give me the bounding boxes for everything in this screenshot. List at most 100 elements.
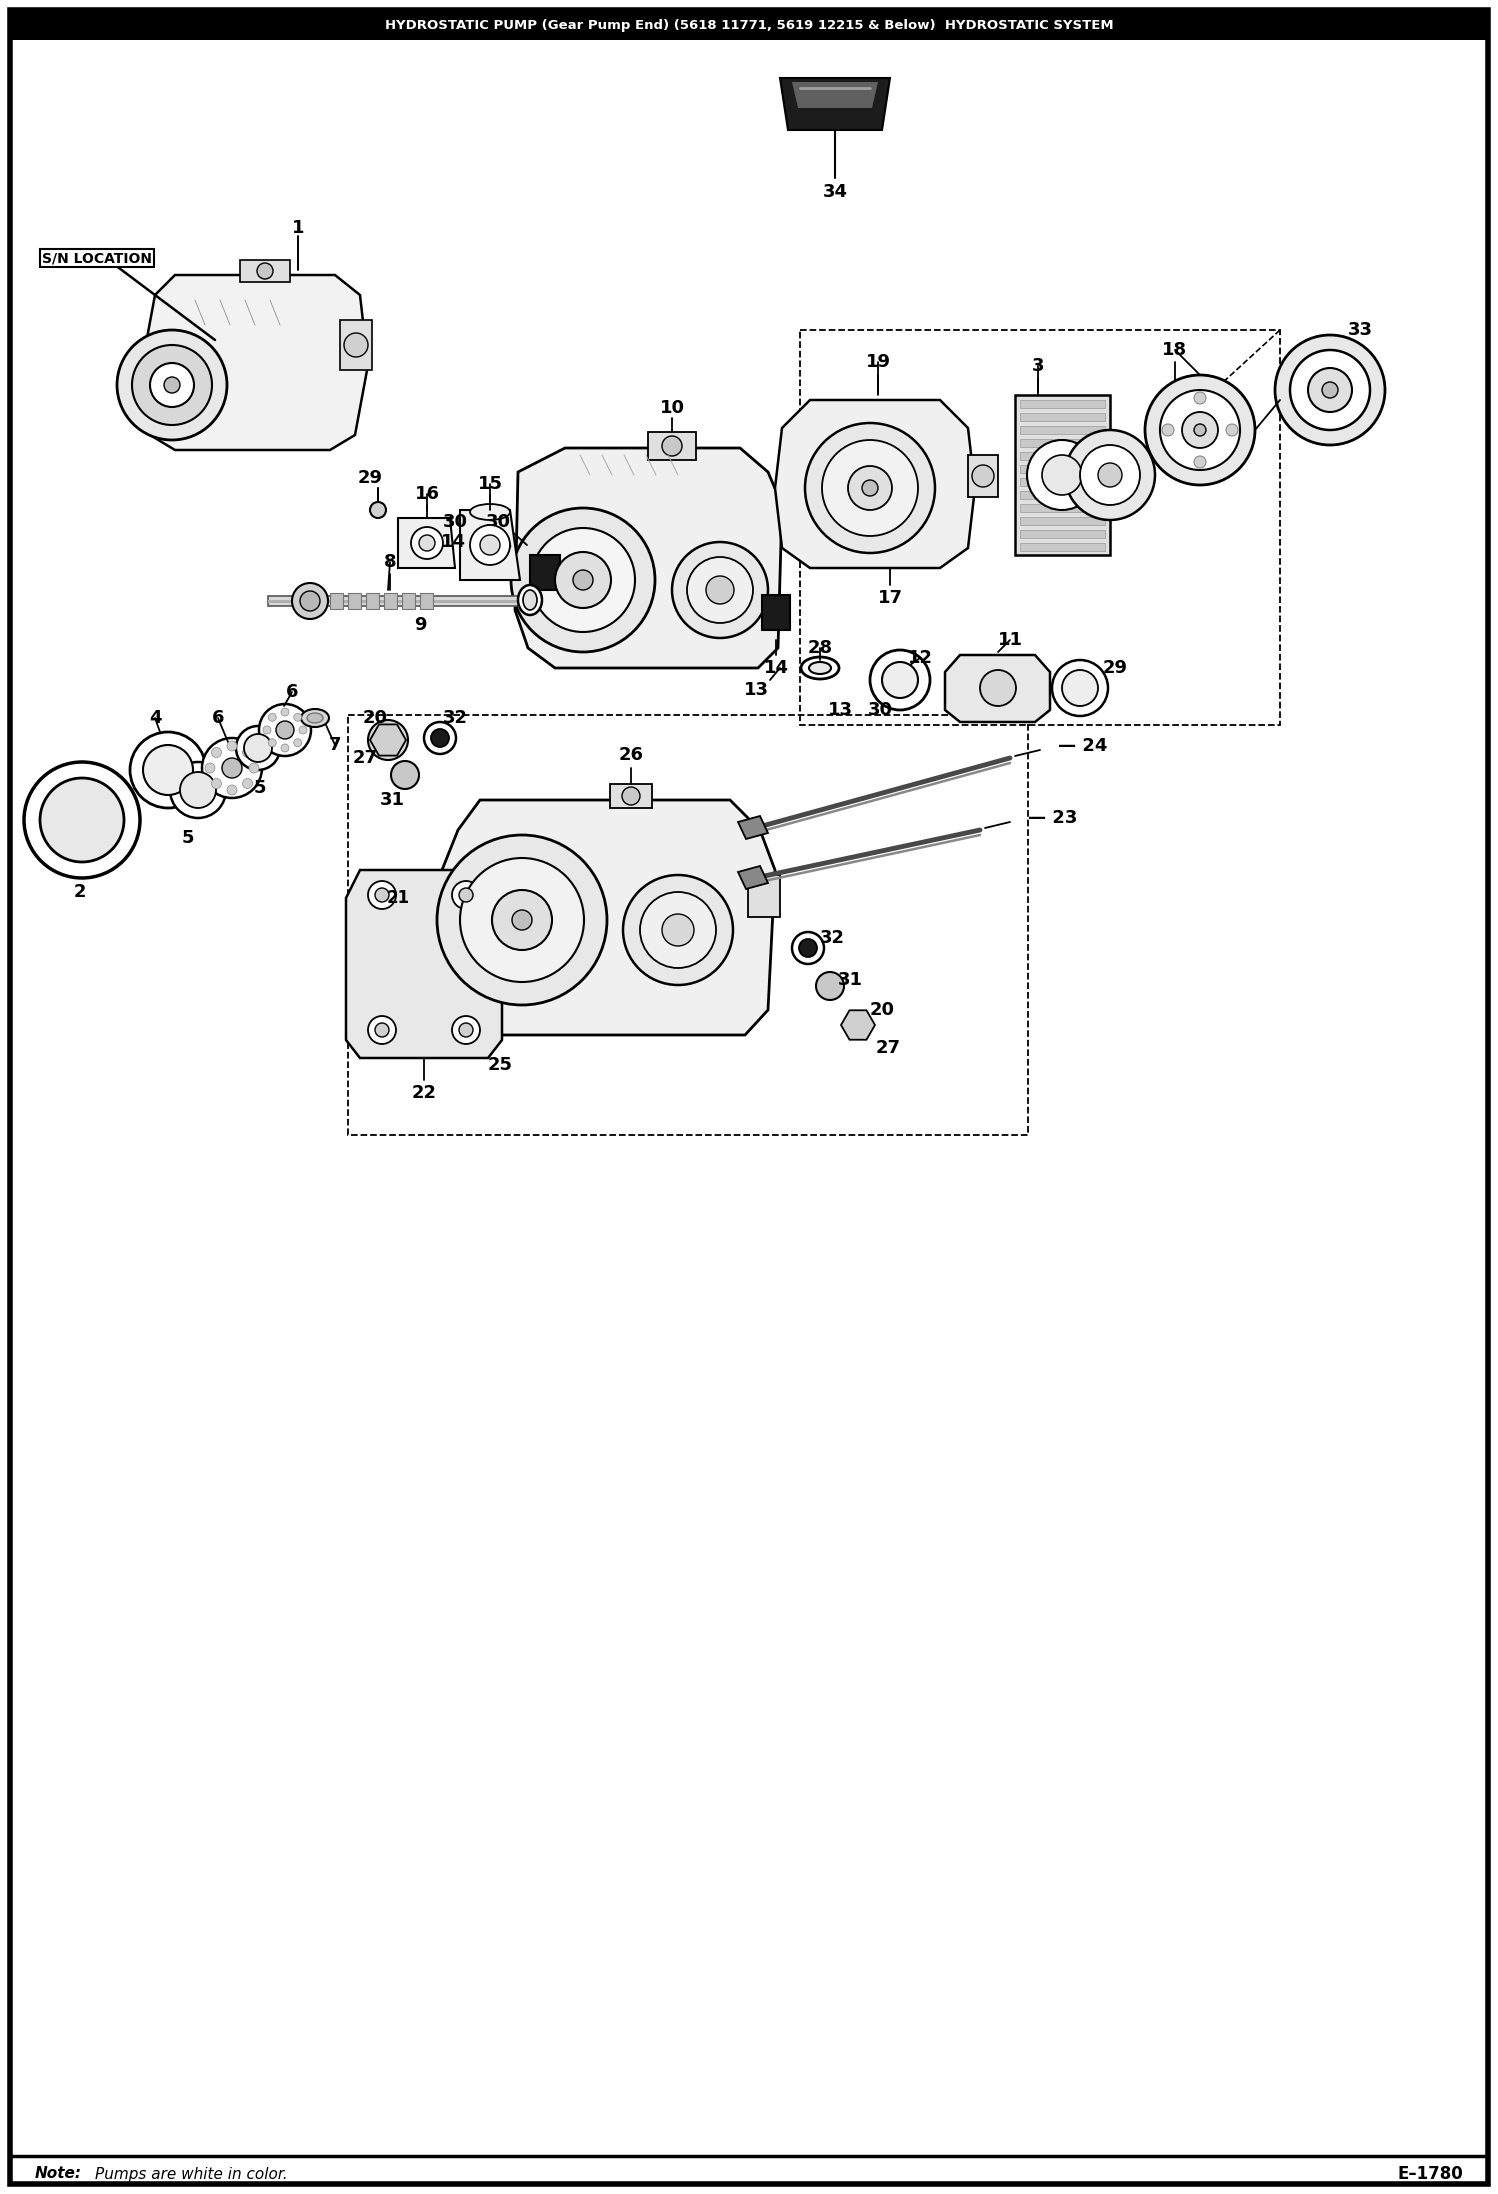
Bar bbox=[800, 329, 1279, 724]
Circle shape bbox=[822, 441, 918, 535]
Ellipse shape bbox=[801, 656, 839, 678]
Text: 3: 3 bbox=[1032, 358, 1044, 375]
Circle shape bbox=[1225, 423, 1237, 437]
Bar bbox=[1016, 395, 1110, 555]
Polygon shape bbox=[739, 816, 768, 838]
Circle shape bbox=[169, 761, 226, 818]
Text: 15: 15 bbox=[478, 474, 502, 494]
Circle shape bbox=[24, 761, 139, 878]
Bar bbox=[610, 783, 652, 807]
Ellipse shape bbox=[518, 586, 542, 614]
Text: 16: 16 bbox=[415, 485, 439, 502]
Bar bbox=[1020, 399, 1106, 408]
Circle shape bbox=[132, 344, 213, 426]
Circle shape bbox=[40, 779, 124, 862]
Circle shape bbox=[1098, 463, 1122, 487]
Polygon shape bbox=[460, 509, 520, 579]
Circle shape bbox=[211, 779, 222, 788]
Circle shape bbox=[798, 939, 816, 957]
Circle shape bbox=[1194, 456, 1206, 467]
Circle shape bbox=[1028, 441, 1097, 509]
Polygon shape bbox=[840, 1009, 875, 1040]
Text: 31: 31 bbox=[379, 792, 404, 810]
Circle shape bbox=[424, 722, 455, 755]
Bar bbox=[1020, 531, 1106, 538]
Circle shape bbox=[205, 764, 216, 772]
Text: 1: 1 bbox=[292, 219, 304, 237]
Circle shape bbox=[460, 858, 584, 983]
Text: 13: 13 bbox=[743, 680, 768, 700]
Circle shape bbox=[222, 757, 243, 779]
Circle shape bbox=[452, 1016, 479, 1044]
Circle shape bbox=[282, 709, 289, 715]
Text: 2: 2 bbox=[73, 882, 87, 902]
Text: 33: 33 bbox=[1348, 320, 1372, 340]
Circle shape bbox=[150, 362, 195, 408]
Text: S/N LOCATION: S/N LOCATION bbox=[42, 250, 151, 265]
Ellipse shape bbox=[809, 663, 831, 674]
Circle shape bbox=[258, 263, 273, 279]
Bar bbox=[1020, 452, 1106, 461]
Bar bbox=[10, 11, 1488, 39]
Bar bbox=[401, 592, 415, 610]
Circle shape bbox=[662, 915, 694, 946]
Text: — 24: — 24 bbox=[1058, 737, 1107, 755]
Circle shape bbox=[163, 377, 180, 393]
Circle shape bbox=[1080, 445, 1140, 505]
Circle shape bbox=[419, 535, 434, 551]
Text: 14: 14 bbox=[487, 535, 512, 555]
Text: 20: 20 bbox=[363, 709, 388, 726]
Circle shape bbox=[640, 893, 716, 968]
Bar bbox=[340, 320, 372, 371]
Text: 28: 28 bbox=[807, 638, 833, 656]
Text: 7: 7 bbox=[328, 735, 342, 755]
Circle shape bbox=[268, 739, 276, 746]
Bar bbox=[1020, 491, 1106, 498]
Text: 29: 29 bbox=[1103, 658, 1128, 678]
Text: 31: 31 bbox=[837, 972, 863, 989]
Circle shape bbox=[282, 744, 289, 753]
Bar bbox=[530, 555, 560, 590]
Circle shape bbox=[1162, 423, 1174, 437]
Circle shape bbox=[1194, 423, 1206, 437]
Text: 18: 18 bbox=[1162, 340, 1188, 360]
Circle shape bbox=[345, 333, 369, 358]
Circle shape bbox=[369, 882, 395, 908]
Circle shape bbox=[211, 748, 222, 757]
Circle shape bbox=[142, 746, 193, 794]
Text: 25: 25 bbox=[487, 1055, 512, 1075]
Circle shape bbox=[512, 911, 532, 930]
Text: 27: 27 bbox=[352, 748, 377, 768]
Ellipse shape bbox=[470, 505, 509, 520]
Polygon shape bbox=[945, 656, 1050, 722]
Text: 32: 32 bbox=[442, 709, 467, 726]
Text: HYDROSTATIC PUMP (Gear Pump End) (5618 11771, 5619 12215 & Below)  HYDROSTATIC S: HYDROSTATIC PUMP (Gear Pump End) (5618 1… bbox=[385, 20, 1113, 33]
Circle shape bbox=[369, 720, 407, 759]
Circle shape bbox=[294, 713, 301, 722]
Text: 30: 30 bbox=[867, 702, 893, 720]
Text: 21: 21 bbox=[386, 889, 409, 906]
Circle shape bbox=[706, 577, 734, 603]
Text: 11: 11 bbox=[998, 632, 1023, 649]
Text: 4: 4 bbox=[148, 709, 162, 726]
Circle shape bbox=[228, 785, 237, 794]
Circle shape bbox=[268, 713, 276, 722]
Circle shape bbox=[574, 570, 593, 590]
Circle shape bbox=[130, 733, 207, 807]
Text: 13: 13 bbox=[827, 702, 852, 720]
Bar bbox=[240, 261, 291, 283]
Circle shape bbox=[554, 553, 611, 608]
Polygon shape bbox=[142, 274, 369, 450]
Text: 20: 20 bbox=[869, 1000, 894, 1018]
Circle shape bbox=[622, 788, 640, 805]
Circle shape bbox=[1144, 375, 1255, 485]
Circle shape bbox=[980, 669, 1016, 706]
Bar bbox=[268, 599, 533, 603]
Text: 22: 22 bbox=[412, 1084, 436, 1101]
Text: E–1780: E–1780 bbox=[1398, 2165, 1464, 2183]
Polygon shape bbox=[792, 81, 878, 108]
Text: 19: 19 bbox=[866, 353, 890, 371]
Circle shape bbox=[1043, 454, 1082, 496]
Circle shape bbox=[882, 663, 918, 698]
Circle shape bbox=[688, 557, 753, 623]
